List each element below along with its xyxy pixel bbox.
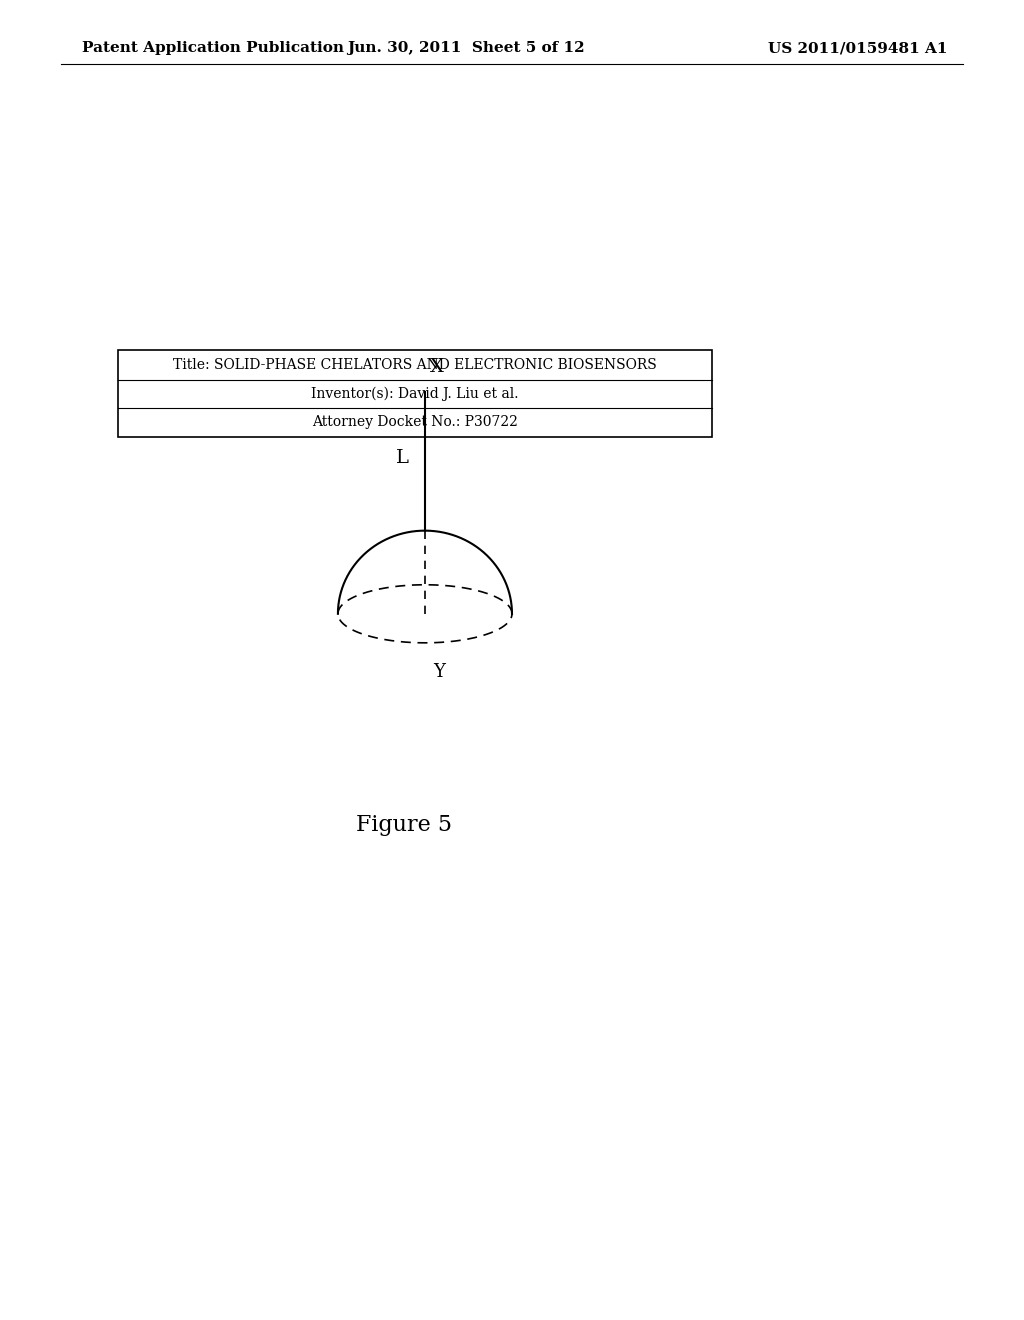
Text: US 2011/0159481 A1: US 2011/0159481 A1 bbox=[768, 41, 947, 55]
Text: Attorney Docket No.: P30722: Attorney Docket No.: P30722 bbox=[311, 416, 518, 429]
Text: Figure 5: Figure 5 bbox=[356, 814, 453, 836]
Text: L: L bbox=[396, 449, 409, 467]
Text: Y: Y bbox=[433, 663, 445, 681]
Text: X: X bbox=[430, 358, 444, 376]
Text: Patent Application Publication: Patent Application Publication bbox=[82, 41, 344, 55]
Text: Jun. 30, 2011  Sheet 5 of 12: Jun. 30, 2011 Sheet 5 of 12 bbox=[347, 41, 585, 55]
Text: Inventor(s): David J. Liu et al.: Inventor(s): David J. Liu et al. bbox=[311, 387, 518, 401]
Text: Title: SOLID-PHASE CHELATORS AND ELECTRONIC BIOSENSORS: Title: SOLID-PHASE CHELATORS AND ELECTRO… bbox=[173, 358, 656, 372]
Bar bbox=[118, 350, 712, 437]
